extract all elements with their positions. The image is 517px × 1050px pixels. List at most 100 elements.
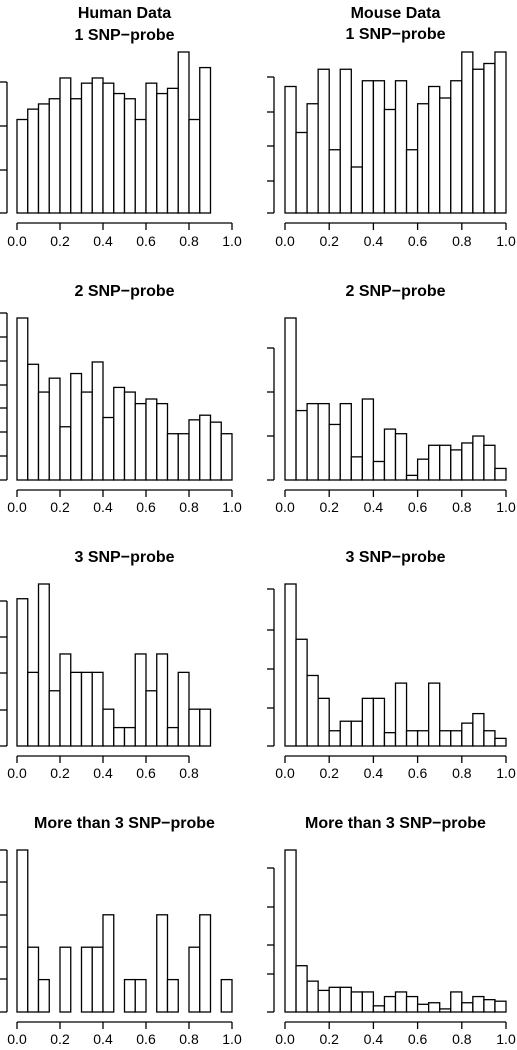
histogram-bar: [494, 1000, 507, 1013]
histogram-bar: [209, 421, 222, 481]
histogram-bar: [427, 444, 441, 481]
histogram-bar: [113, 726, 126, 747]
x-tick-label: 0.8: [452, 765, 472, 781]
histogram-bar: [295, 638, 308, 747]
histogram-bar: [450, 449, 463, 481]
histogram-bar: [427, 85, 441, 214]
x-tick-label: 0.0: [7, 765, 27, 781]
histogram-bar: [123, 726, 136, 747]
histogram-panel-5: 3 SNP−probe 0.0 0.2 0.4 0.6 0.8: [0, 549, 212, 781]
histogram-bar: [59, 946, 72, 1013]
histogram-bar: [177, 433, 190, 481]
histogram-bar: [27, 671, 40, 747]
histogram-bar: [166, 433, 179, 481]
chart-title: More than 3 SNP−probe: [34, 815, 215, 832]
x-tick-label: 0.6: [408, 765, 428, 781]
histogram-bar: [405, 474, 419, 481]
x-tick-label: 0.0: [275, 765, 295, 781]
histogram-bar: [27, 946, 40, 1013]
histogram-bar: [328, 986, 341, 1013]
histogram-bar: [350, 456, 363, 481]
histogram-panel-7: More than 3 SNP−probe 0.0 0.2 0.4 0.6 0.8 1.0: [0, 815, 242, 1047]
histogram-bar: [156, 653, 169, 747]
x-tick-label: 0.6: [408, 233, 428, 249]
histogram-bar: [156, 914, 169, 1013]
x-tick-label: 0.4: [93, 1031, 113, 1047]
x-tick-label: 1.0: [222, 1031, 242, 1047]
x-tick-label: 0.6: [136, 1031, 156, 1047]
histogram-bar: [306, 402, 319, 481]
histogram-bar: [383, 732, 397, 747]
histogram-bar: [450, 80, 463, 214]
x-tick-label: 0.8: [179, 233, 199, 249]
histogram-bar: [188, 118, 201, 214]
histogram-bar: [339, 720, 352, 747]
x-tick-label: 0.6: [408, 499, 428, 515]
histogram-bar: [113, 92, 126, 214]
histogram-bar: [48, 98, 61, 214]
chart-title: More than 3 SNP−probe: [305, 815, 486, 832]
chart-title: 3 SNP−probe: [74, 549, 174, 566]
x-tick-label: 0.4: [93, 499, 113, 515]
histogram-bar: [416, 730, 430, 747]
histogram-bar: [16, 598, 29, 747]
histogram-bar: [405, 149, 419, 214]
histogram-panel-3: 2 SNP−probe 0.0 0.2 0.4 0.6 0.8 1.0: [0, 283, 242, 515]
histogram-bar: [450, 991, 463, 1013]
histogram-bar: [145, 398, 158, 481]
histogram-bar: [472, 68, 485, 214]
histogram-bar: [80, 391, 93, 481]
histogram-bar: [450, 730, 463, 747]
x-tick-label: 0.8: [179, 1031, 199, 1047]
histogram-bar: [439, 444, 452, 481]
histogram-bar: [27, 363, 40, 481]
histogram-bar: [306, 980, 319, 1013]
x-tick-label: 0.2: [50, 765, 70, 781]
histogram-bar: [91, 671, 104, 747]
histogram-bar: [328, 730, 341, 747]
x-tick-label: 0.2: [50, 499, 70, 515]
x-tick-label: 0.2: [50, 1031, 70, 1047]
histogram-bar: [361, 398, 375, 481]
histogram-bar: [37, 103, 50, 214]
x-tick-label: 0.0: [7, 1031, 27, 1047]
x-tick-label: 0.8: [452, 499, 472, 515]
histogram-bar: [70, 671, 83, 747]
x-tick-label: 0.4: [93, 233, 113, 249]
histogram-bar: [37, 978, 50, 1013]
x-tick-label: 0.6: [136, 233, 156, 249]
histogram-bar: [394, 682, 408, 747]
histogram-bar: [284, 85, 297, 214]
histogram-bar: [295, 409, 308, 481]
histogram-bar: [220, 978, 233, 1013]
histogram-bar: [439, 730, 452, 747]
histogram-bar: [383, 108, 397, 214]
histogram-bar: [156, 402, 169, 481]
x-tick-label: 0.6: [408, 1031, 428, 1047]
histogram-bar: [494, 467, 507, 481]
histogram-bar: [372, 1005, 386, 1013]
histogram-bar: [339, 68, 352, 214]
histogram-bar: [394, 80, 408, 214]
histogram-bar: [123, 391, 136, 481]
histogram-bar: [123, 978, 136, 1013]
x-tick-label: 1.0: [496, 765, 516, 781]
x-tick-label: 0.4: [364, 1031, 384, 1047]
histogram-bar: [317, 68, 330, 214]
histogram-bar: [306, 103, 319, 214]
histogram-bar: [472, 435, 485, 481]
histogram-bar: [405, 730, 419, 747]
histogram-bar: [166, 726, 179, 747]
histogram-bar: [339, 402, 352, 481]
histogram-bar: [328, 149, 341, 214]
x-tick-label: 0.0: [275, 1031, 295, 1047]
chart-title: Human Data: [78, 5, 171, 22]
histogram-bar: [134, 402, 147, 481]
x-tick-label: 0.4: [364, 233, 384, 249]
histogram-bar: [461, 1002, 474, 1013]
histogram-bar: [37, 391, 50, 481]
histogram-bar: [483, 730, 496, 747]
histogram-bar: [16, 849, 29, 1013]
histogram-bar: [102, 416, 115, 481]
